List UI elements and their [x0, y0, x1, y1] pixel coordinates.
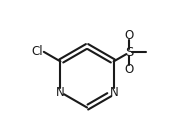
Text: N: N [55, 86, 64, 99]
Text: O: O [125, 29, 134, 42]
Text: N: N [110, 86, 119, 99]
Text: O: O [125, 63, 134, 76]
Text: Cl: Cl [31, 45, 43, 58]
Text: S: S [125, 46, 133, 59]
